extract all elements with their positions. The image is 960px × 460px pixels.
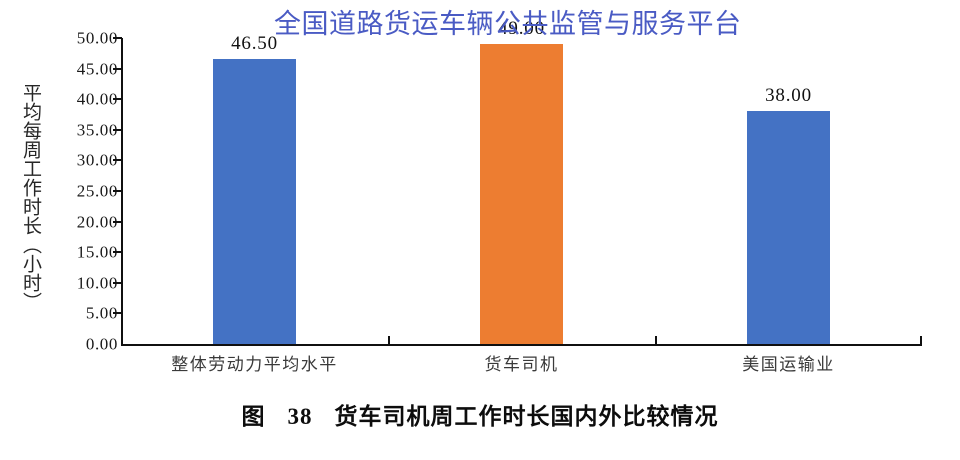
y-axis-tick-label: 20.00 (76, 212, 118, 232)
x-axis-category-label: 货车司机 (484, 355, 559, 375)
bar-value-label: 38.00 (765, 85, 812, 107)
bar-value-label: 49.00 (498, 18, 545, 40)
caption-title: 货车司机周工作时长国内外比较情况 (334, 404, 719, 430)
x-axis-category-label: 整体劳动力平均水平 (171, 355, 338, 375)
y-axis-tick-label: 30.00 (76, 150, 118, 170)
y-axis-tick-mark (113, 159, 122, 162)
caption-number: 38 (287, 404, 313, 429)
y-axis-tick-label: 15.00 (76, 242, 118, 262)
y-axis-title: 平均每周工作时长（小时） (20, 83, 42, 311)
plot-area (121, 38, 922, 344)
y-axis-tick-label: 40.00 (76, 89, 118, 109)
y-axis-tick-label: 45.00 (76, 59, 118, 79)
y-axis-tick-mark (113, 67, 122, 70)
figure-caption: 图 38 货车司机周工作时长国内外比较情况 (0, 402, 960, 432)
bar-1 (213, 59, 296, 344)
bar-chart: 平均每周工作时长（小时） 50.00 45.00 40.00 35.00 30.00 25… (20, 0, 922, 392)
bar-value-label: 46.50 (231, 33, 278, 55)
bar-3 (747, 111, 830, 344)
caption-label: 图 (241, 404, 266, 430)
y-axis-tick-mark (113, 128, 122, 131)
y-axis-tick-label: 5.00 (85, 303, 118, 323)
x-axis-tick-mark (655, 336, 657, 345)
y-axis-tick-labels: 50.00 45.00 40.00 35.00 30.00 25.00 20.00 15.00… (40, 0, 118, 392)
y-axis-tick-mark (113, 220, 122, 223)
y-axis-top-tick (113, 37, 122, 39)
y-axis-line (121, 38, 123, 346)
x-axis-line (121, 344, 922, 346)
y-axis-tick-label: 50.00 (76, 28, 118, 48)
y-axis-tick-label: 0.00 (85, 334, 118, 354)
y-axis-tick-mark (113, 281, 122, 284)
y-axis-tick-mark (113, 312, 122, 315)
y-axis-tick-mark (113, 251, 122, 254)
watermark-text: 全国道路货运车辆公共监管与服务平台 (274, 9, 742, 40)
bar-2 (480, 44, 563, 344)
x-axis-end-tick (920, 336, 922, 345)
y-axis-tick-mark (113, 190, 122, 192)
y-axis-tick-label: 10.00 (76, 273, 118, 293)
y-axis-tick-label: 35.00 (76, 120, 118, 140)
x-axis-tick-mark (388, 336, 390, 345)
x-axis-category-label: 美国运输业 (742, 355, 835, 375)
y-axis-tick-mark (113, 98, 122, 101)
y-axis-tick-label: 25.00 (76, 181, 118, 201)
